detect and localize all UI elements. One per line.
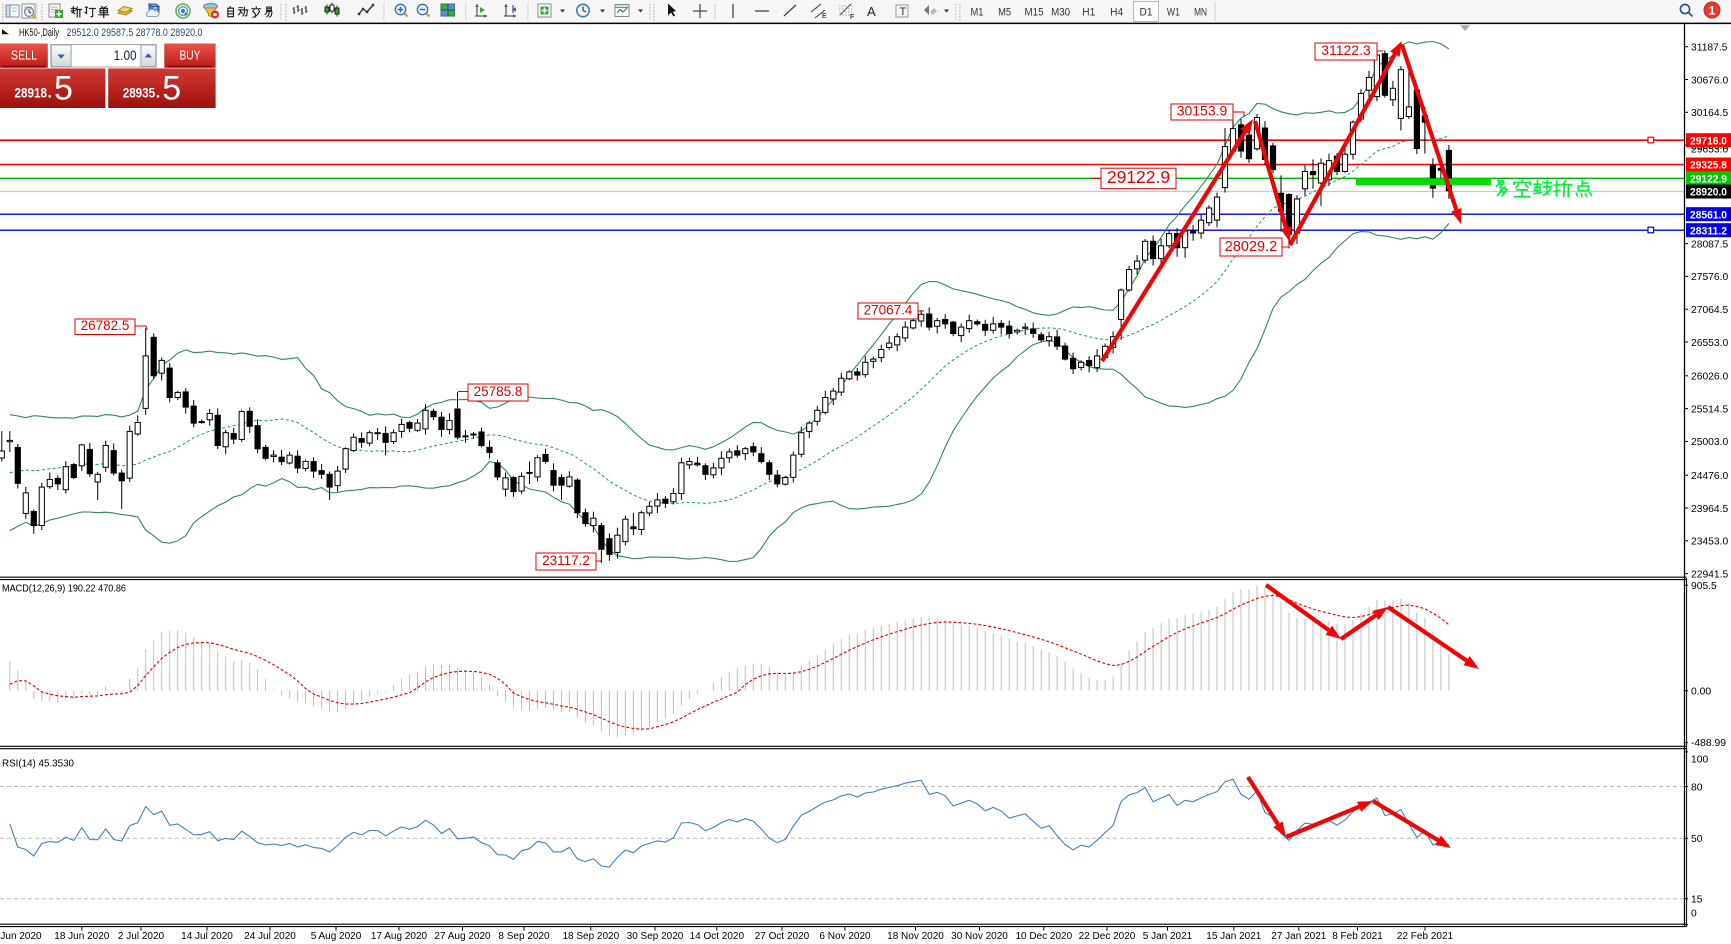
svg-text:27 Jan 2021: 27 Jan 2021 bbox=[1271, 931, 1326, 942]
svg-text:25785.8: 25785.8 bbox=[474, 384, 523, 399]
svg-text:29653.0: 29653.0 bbox=[1691, 145, 1728, 156]
svg-text:24 Jul 2020: 24 Jul 2020 bbox=[244, 931, 296, 942]
svg-text:6 Nov 2020: 6 Nov 2020 bbox=[819, 931, 871, 942]
svg-text:1: 1 bbox=[1709, 4, 1716, 18]
svg-text:F: F bbox=[850, 14, 854, 21]
svg-text:5 Jan 2021: 5 Jan 2021 bbox=[1143, 931, 1193, 942]
svg-text:M30: M30 bbox=[1051, 7, 1070, 19]
svg-text:2 Jul 2020: 2 Jul 2020 bbox=[118, 931, 165, 942]
svg-text:29716.0: 29716.0 bbox=[1690, 135, 1727, 147]
svg-text:18 Nov 2020: 18 Nov 2020 bbox=[887, 931, 944, 942]
svg-text:28920.0: 28920.0 bbox=[1690, 187, 1727, 199]
svg-text:22941.5: 22941.5 bbox=[1691, 569, 1728, 580]
svg-text:30 Nov 2020: 30 Nov 2020 bbox=[951, 931, 1008, 942]
svg-text:17 Aug 2020: 17 Aug 2020 bbox=[371, 931, 428, 942]
svg-text:A: A bbox=[867, 4, 876, 19]
svg-text:SELL: SELL bbox=[11, 48, 37, 63]
svg-text:23117.2: 23117.2 bbox=[542, 553, 590, 568]
svg-text:26782.5: 26782.5 bbox=[81, 318, 130, 333]
svg-text:29512.0 29587.5 28778.0 28920.: 29512.0 29587.5 28778.0 28920.0 bbox=[67, 27, 203, 39]
svg-text:29325.8: 29325.8 bbox=[1690, 160, 1727, 172]
svg-text:H4: H4 bbox=[1110, 7, 1123, 19]
svg-text:30153.9: 30153.9 bbox=[1177, 103, 1228, 119]
svg-text:50: 50 bbox=[1691, 834, 1703, 845]
svg-text:27067.4: 27067.4 bbox=[864, 303, 913, 318]
svg-text:5: 5 bbox=[162, 70, 181, 108]
svg-text:MACD(12,26,9) 190.22 470.86: MACD(12,26,9) 190.22 470.86 bbox=[2, 584, 126, 595]
svg-text:31187.5: 31187.5 bbox=[1691, 43, 1728, 54]
svg-text:0: 0 bbox=[1691, 909, 1697, 920]
svg-text:29122.9: 29122.9 bbox=[1690, 174, 1727, 186]
svg-text:5 Aug 2020: 5 Aug 2020 bbox=[311, 931, 362, 942]
svg-text:28311.2: 28311.2 bbox=[1690, 225, 1727, 237]
svg-text:30 Sep 2020: 30 Sep 2020 bbox=[627, 931, 684, 942]
svg-text:RSI(14) 45.3530: RSI(14) 45.3530 bbox=[2, 759, 74, 770]
svg-text:23453.0: 23453.0 bbox=[1691, 537, 1728, 548]
svg-text:T: T bbox=[900, 6, 907, 18]
svg-text:Jun 2020: Jun 2020 bbox=[0, 931, 42, 942]
svg-text:.: . bbox=[48, 85, 52, 102]
svg-text:31122.3: 31122.3 bbox=[1321, 42, 1371, 58]
svg-text:D1: D1 bbox=[1140, 7, 1153, 19]
svg-text:E: E bbox=[822, 13, 827, 20]
svg-text:905.5: 905.5 bbox=[1691, 581, 1717, 592]
svg-text:15 Jan 2021: 15 Jan 2021 bbox=[1206, 931, 1261, 942]
svg-text:-488.99: -488.99 bbox=[1691, 738, 1726, 749]
svg-text:29122.9: 29122.9 bbox=[1107, 167, 1170, 187]
svg-text:15: 15 bbox=[1691, 895, 1703, 906]
svg-text:80: 80 bbox=[1691, 782, 1703, 793]
svg-text:5: 5 bbox=[54, 70, 73, 108]
svg-text:18 Sep 2020: 18 Sep 2020 bbox=[562, 931, 619, 942]
svg-text:26026.0: 26026.0 bbox=[1691, 372, 1728, 383]
svg-text:30164.5: 30164.5 bbox=[1691, 108, 1728, 119]
svg-text:27 Oct 2020: 27 Oct 2020 bbox=[755, 931, 810, 942]
svg-text:8 Sep 2020: 8 Sep 2020 bbox=[498, 931, 550, 942]
svg-text:10 Dec 2020: 10 Dec 2020 bbox=[1015, 931, 1072, 942]
svg-text:HK50-,Daily: HK50-,Daily bbox=[19, 27, 59, 39]
svg-text:28087.5: 28087.5 bbox=[1691, 239, 1728, 250]
svg-text:22 Feb 2021: 22 Feb 2021 bbox=[1397, 931, 1454, 942]
svg-text:27576.0: 27576.0 bbox=[1691, 272, 1728, 283]
svg-text:14 Jul 2020: 14 Jul 2020 bbox=[181, 931, 233, 942]
svg-text:28029.2: 28029.2 bbox=[1225, 239, 1277, 255]
svg-text:0.00: 0.00 bbox=[1691, 686, 1711, 697]
svg-text:BUY: BUY bbox=[180, 48, 201, 63]
svg-text:28918: 28918 bbox=[15, 85, 48, 101]
svg-text:100: 100 bbox=[1691, 755, 1708, 766]
svg-text:27064.5: 27064.5 bbox=[1691, 305, 1728, 316]
svg-text:.: . bbox=[156, 85, 160, 102]
svg-text:30676.0: 30676.0 bbox=[1691, 75, 1728, 86]
svg-text:22 Dec 2020: 22 Dec 2020 bbox=[1079, 931, 1136, 942]
svg-text:24476.0: 24476.0 bbox=[1691, 471, 1728, 482]
svg-text:M15: M15 bbox=[1025, 7, 1044, 19]
svg-text:M5: M5 bbox=[998, 7, 1011, 19]
svg-text:25003.0: 25003.0 bbox=[1691, 437, 1728, 448]
svg-text:25514.5: 25514.5 bbox=[1691, 404, 1728, 415]
svg-text:23964.5: 23964.5 bbox=[1691, 504, 1728, 515]
svg-text:H1: H1 bbox=[1082, 7, 1095, 19]
svg-text:14 Oct 2020: 14 Oct 2020 bbox=[690, 931, 745, 942]
svg-text:28935: 28935 bbox=[123, 85, 156, 101]
svg-text:18 Jun 2020: 18 Jun 2020 bbox=[54, 931, 109, 942]
svg-text:M1: M1 bbox=[971, 7, 984, 19]
svg-text:MN: MN bbox=[1194, 7, 1207, 19]
svg-text:26553.0: 26553.0 bbox=[1691, 338, 1728, 349]
svg-text:27 Aug 2020: 27 Aug 2020 bbox=[434, 931, 491, 942]
svg-text:W1: W1 bbox=[1167, 7, 1180, 19]
svg-text:1.00: 1.00 bbox=[114, 47, 137, 63]
svg-text:8 Feb 2021: 8 Feb 2021 bbox=[1332, 931, 1383, 942]
svg-text:28561.0: 28561.0 bbox=[1690, 209, 1727, 221]
